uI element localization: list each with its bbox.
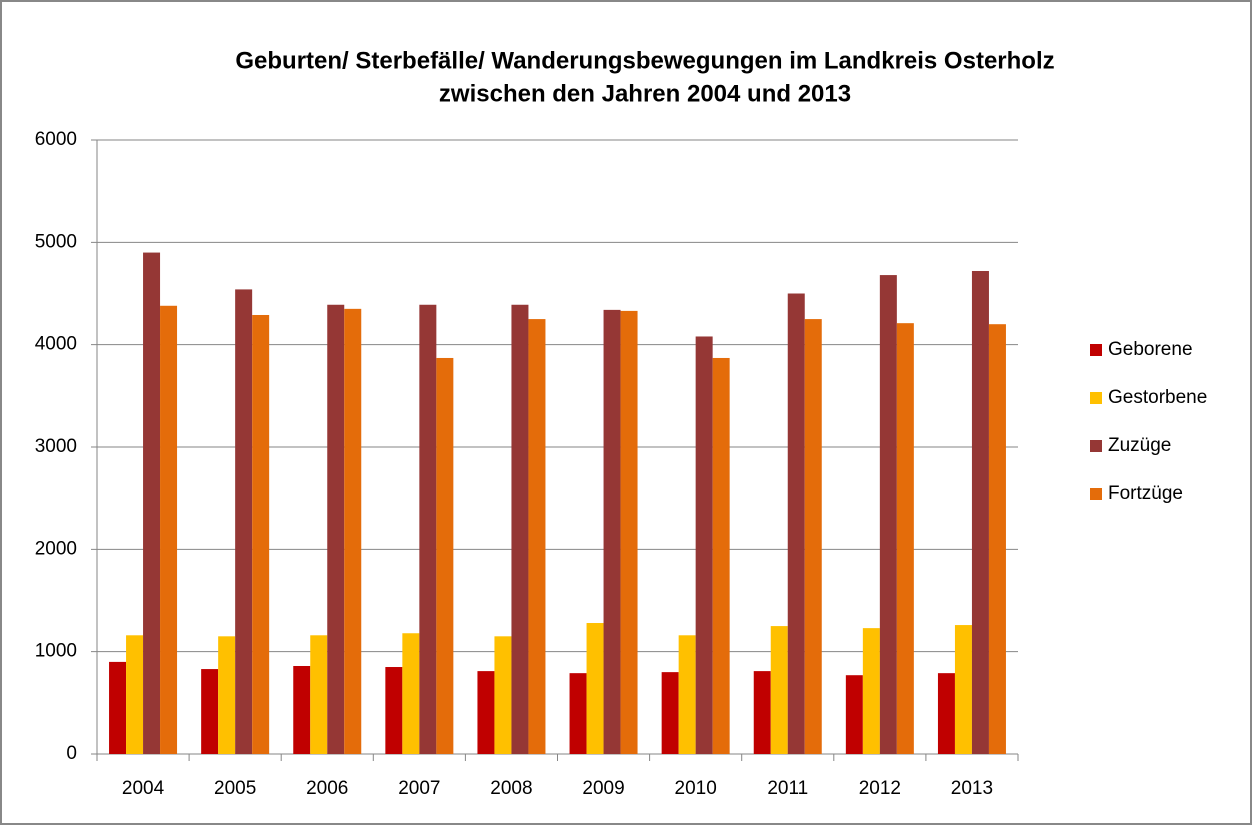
bar — [695, 336, 713, 754]
legend-swatch — [1090, 392, 1102, 404]
x-tick-label: 2007 — [398, 778, 440, 799]
bar — [201, 669, 219, 754]
bar — [862, 628, 880, 754]
bar — [753, 671, 771, 754]
x-tick-label: 2005 — [214, 778, 256, 799]
bar — [252, 314, 270, 754]
bar — [511, 304, 529, 754]
bar — [436, 357, 454, 754]
bar — [126, 635, 144, 754]
bar — [528, 319, 546, 754]
y-tick-label: 4000 — [35, 334, 77, 355]
bar — [218, 636, 236, 754]
y-tick-label: 6000 — [35, 129, 77, 150]
legend-label: Geborene — [1108, 339, 1193, 360]
bar — [712, 357, 730, 754]
bar — [419, 304, 437, 754]
bar — [402, 633, 420, 754]
chart-title: Geburten/ Sterbefälle/ Wanderungsbewegun… — [235, 47, 1054, 74]
x-tick-label: 2008 — [490, 778, 532, 799]
bar — [569, 673, 587, 754]
bar — [770, 626, 788, 754]
y-tick-label: 2000 — [35, 538, 77, 559]
y-tick-label: 5000 — [35, 231, 77, 252]
bar — [971, 270, 989, 754]
bar — [804, 319, 822, 754]
bar — [327, 304, 345, 754]
bar — [160, 305, 178, 754]
bar — [143, 252, 161, 755]
x-tick-label: 2012 — [859, 778, 901, 799]
chart-title: zwischen den Jahren 2004 und 2013 — [439, 80, 851, 107]
legend-swatch — [1090, 440, 1102, 452]
x-tick-label: 2010 — [675, 778, 717, 799]
bar — [109, 661, 127, 754]
legend-swatch — [1090, 488, 1102, 500]
bar — [988, 324, 1006, 754]
x-tick-label: 2009 — [582, 778, 624, 799]
bar — [385, 667, 403, 754]
bar — [293, 665, 311, 754]
legend-label: Fortzüge — [1108, 483, 1183, 504]
bar — [586, 623, 604, 754]
bar — [678, 635, 696, 754]
x-tick-label: 2004 — [122, 778, 165, 799]
legend-label: Gestorbene — [1108, 387, 1207, 408]
bar — [937, 673, 955, 754]
bar — [494, 636, 512, 754]
bar — [620, 310, 638, 754]
bar — [344, 308, 362, 754]
y-tick-label: 1000 — [35, 641, 77, 662]
bar — [845, 675, 863, 754]
y-tick-label: 0 — [66, 743, 77, 764]
bar — [235, 289, 253, 754]
legend-label: Zuzüge — [1108, 435, 1171, 456]
x-tick-label: 2011 — [767, 778, 808, 799]
bar — [661, 672, 679, 754]
bar — [896, 323, 914, 754]
bar — [310, 635, 328, 754]
bar — [603, 309, 621, 754]
y-tick-label: 3000 — [35, 436, 77, 457]
bar — [879, 275, 897, 754]
x-tick-label: 2006 — [306, 778, 348, 799]
x-tick-label: 2013 — [951, 778, 993, 799]
bar — [954, 625, 972, 754]
bar — [477, 671, 495, 754]
legend-swatch — [1090, 344, 1102, 356]
bar — [787, 293, 805, 754]
